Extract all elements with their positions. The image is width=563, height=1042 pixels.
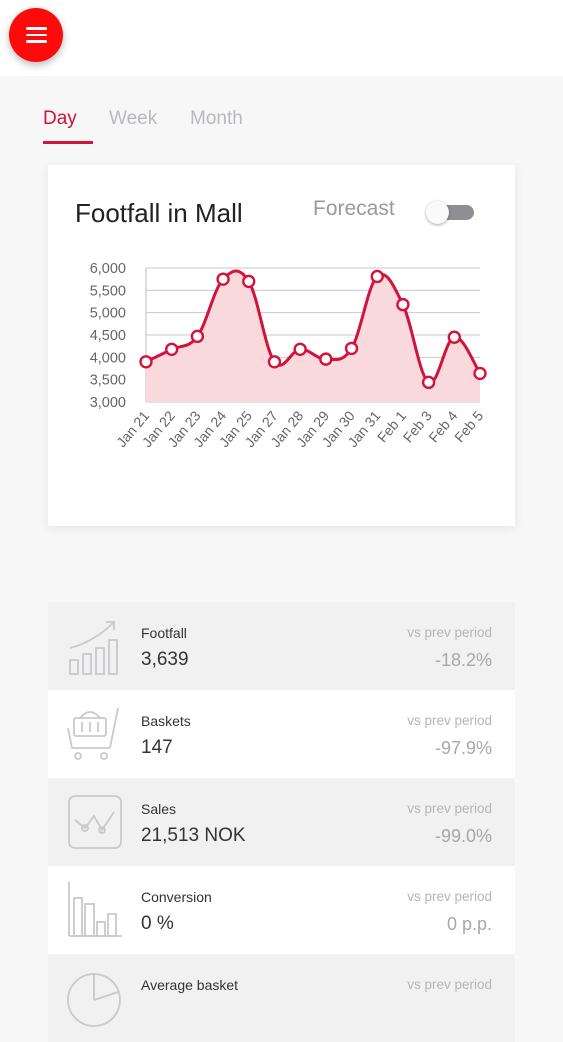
data-point <box>447 330 462 344</box>
data-point <box>267 355 282 369</box>
data-point <box>370 269 384 284</box>
stat-delta: -99.0% <box>434 826 492 846</box>
stat-label: Footfall <box>141 625 187 641</box>
y-tick-label: 5,500 <box>90 283 126 299</box>
stat-label: Sales <box>141 801 177 817</box>
stat-value: 21,513 NOK <box>141 825 246 846</box>
footfall-chart-card: Footfall in Mall Forecast 3,000 3,500 4,00… <box>48 165 515 526</box>
data-point <box>293 342 307 356</box>
y-tick-label: 4,500 <box>90 328 126 344</box>
stat-row-baskets[interactable]: Baskets 147 vs prev period -97.9% <box>48 690 515 778</box>
pie-chart-icon <box>67 973 121 1027</box>
y-tick-label: 5,000 <box>90 306 126 322</box>
data-point <box>473 366 487 381</box>
data-point <box>319 352 333 366</box>
stat-label: Baskets <box>141 713 191 729</box>
stat-comparison-label: vs prev period <box>407 801 492 816</box>
stat-comparison-label: vs prev period <box>407 713 492 728</box>
stat-comparison-label: vs prev period <box>407 625 492 640</box>
stat-delta: 0 p.p. <box>446 914 492 934</box>
stat-comparison-label: vs prev period <box>407 889 492 904</box>
data-point <box>216 272 230 286</box>
data-point <box>139 355 153 369</box>
rising-bar-chart-icon <box>69 621 118 675</box>
stat-row-sales[interactable]: Sales 21,513 NOK vs prev period -99.0% <box>48 778 515 866</box>
chart-title: Footfall in Mall <box>75 198 243 228</box>
sales-trend-icon <box>68 795 122 849</box>
tab-month[interactable]: Month <box>190 108 243 129</box>
hamburger-menu-icon[interactable] <box>9 8 63 62</box>
data-point <box>396 297 410 312</box>
data-point <box>164 342 179 356</box>
toggle-knob <box>426 201 449 224</box>
stat-value: 147 <box>141 737 173 758</box>
top-bar <box>0 0 563 76</box>
x-tick-label: Feb 5 <box>451 407 486 445</box>
stat-value: 0 % <box>141 913 174 934</box>
stat-comparison-label: vs prev period <box>407 977 492 992</box>
stat-delta: -97.9% <box>434 738 492 758</box>
tab-day[interactable]: Day <box>43 108 77 129</box>
data-point <box>344 341 359 356</box>
forecast-label: Forecast <box>313 197 395 220</box>
y-tick-label: 3,000 <box>90 395 126 411</box>
y-tick-label: 6,000 <box>90 261 126 277</box>
stat-label: Conversion <box>141 889 212 905</box>
y-tick-label: 4,000 <box>90 350 126 366</box>
stat-value: 3,639 <box>141 649 189 670</box>
stat-label: Average basket <box>141 977 239 993</box>
data-point <box>190 329 205 344</box>
stat-row-footfall[interactable]: Footfall 3,639 vs prev period -18.2% <box>48 602 515 690</box>
stat-row-conversion[interactable]: Conversion 0 % vs prev period 0 p.p. <box>48 866 515 954</box>
stat-row-average-basket[interactable]: Average basket vs prev period <box>48 954 515 1042</box>
stat-delta: -18.2% <box>434 650 492 670</box>
data-point <box>421 375 436 390</box>
forecast-toggle[interactable] <box>426 201 476 224</box>
y-tick-label: 3,500 <box>90 373 126 389</box>
conversion-bars-icon <box>68 882 122 937</box>
data-point <box>242 274 256 289</box>
shopping-basket-cart-icon <box>67 707 119 760</box>
active-tab-indicator <box>43 141 93 144</box>
tab-week[interactable]: Week <box>109 108 158 129</box>
